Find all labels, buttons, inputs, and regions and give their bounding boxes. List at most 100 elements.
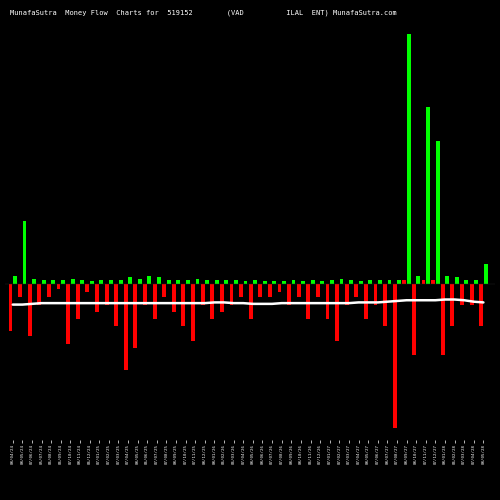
Bar xyxy=(47,284,51,298)
Bar xyxy=(460,284,464,304)
Bar xyxy=(22,220,26,284)
Bar xyxy=(383,284,387,327)
Bar xyxy=(61,280,65,284)
Bar xyxy=(166,280,170,284)
Bar xyxy=(340,278,344,284)
Bar xyxy=(152,284,156,319)
Bar xyxy=(95,284,99,312)
Bar xyxy=(70,278,74,284)
Bar xyxy=(349,280,353,284)
Bar xyxy=(210,284,214,319)
Bar xyxy=(253,280,257,284)
Bar xyxy=(354,284,358,298)
Bar xyxy=(134,284,138,348)
Bar xyxy=(450,284,454,327)
Bar xyxy=(326,284,330,319)
Bar xyxy=(224,280,228,284)
Bar xyxy=(244,282,248,284)
Bar xyxy=(446,276,449,284)
Bar xyxy=(484,264,488,284)
Bar xyxy=(258,284,262,298)
Bar xyxy=(282,282,286,284)
Bar xyxy=(191,284,195,341)
Bar xyxy=(268,284,272,298)
Bar xyxy=(114,284,118,327)
Bar xyxy=(138,278,141,284)
Bar xyxy=(368,280,372,284)
Bar xyxy=(441,284,444,356)
Bar xyxy=(239,284,243,298)
Bar xyxy=(124,284,128,370)
Bar xyxy=(426,107,430,284)
Bar xyxy=(436,141,440,284)
Bar xyxy=(128,277,132,284)
Bar xyxy=(196,278,200,284)
Bar xyxy=(234,280,238,284)
Bar xyxy=(13,276,17,284)
Bar xyxy=(143,284,147,304)
Bar xyxy=(200,284,204,304)
Bar xyxy=(316,284,320,298)
Bar xyxy=(402,280,406,284)
Bar xyxy=(263,282,266,284)
Bar xyxy=(272,282,276,284)
Bar xyxy=(176,280,180,284)
Bar xyxy=(18,284,22,298)
Bar xyxy=(301,282,305,284)
Bar xyxy=(470,284,474,304)
Bar xyxy=(76,284,80,319)
Bar xyxy=(86,284,89,292)
Bar xyxy=(422,280,426,284)
Bar xyxy=(397,280,401,284)
Bar xyxy=(56,284,60,288)
Bar xyxy=(118,280,122,284)
Bar xyxy=(157,277,161,284)
Bar xyxy=(52,280,56,284)
Bar xyxy=(104,284,108,304)
Bar xyxy=(162,284,166,298)
Bar xyxy=(306,284,310,319)
Bar xyxy=(412,284,416,356)
Bar xyxy=(109,280,113,284)
Bar xyxy=(474,280,478,284)
Bar xyxy=(66,284,70,344)
Bar xyxy=(388,280,392,284)
Bar xyxy=(205,280,209,284)
Bar xyxy=(359,282,362,284)
Bar xyxy=(38,284,42,304)
Bar xyxy=(172,284,176,312)
Bar xyxy=(186,280,190,284)
Text: MunafaSutra  Money Flow  Charts for  519152        (VAD          ILAL  ENT) Muna: MunafaSutra Money Flow Charts for 519152… xyxy=(10,10,396,16)
Bar xyxy=(335,284,339,341)
Bar xyxy=(100,280,103,284)
Bar xyxy=(278,284,281,292)
Bar xyxy=(330,280,334,284)
Bar xyxy=(28,284,32,337)
Bar xyxy=(378,280,382,284)
Bar xyxy=(297,284,300,298)
Bar xyxy=(90,282,94,284)
Bar xyxy=(214,280,218,284)
Bar xyxy=(148,276,152,284)
Bar xyxy=(220,284,224,312)
Bar xyxy=(393,284,396,428)
Bar xyxy=(292,280,296,284)
Bar xyxy=(407,34,410,284)
Bar xyxy=(345,284,348,304)
Bar xyxy=(80,280,84,284)
Bar xyxy=(320,282,324,284)
Bar xyxy=(8,284,12,332)
Bar xyxy=(311,280,314,284)
Bar xyxy=(42,280,45,284)
Bar xyxy=(248,284,252,319)
Bar xyxy=(464,280,468,284)
Bar xyxy=(480,284,483,327)
Bar xyxy=(230,284,234,304)
Bar xyxy=(374,284,378,304)
Bar xyxy=(287,284,291,304)
Bar xyxy=(431,280,435,284)
Bar xyxy=(455,277,458,284)
Bar xyxy=(416,276,420,284)
Bar xyxy=(182,284,186,327)
Bar xyxy=(364,284,368,319)
